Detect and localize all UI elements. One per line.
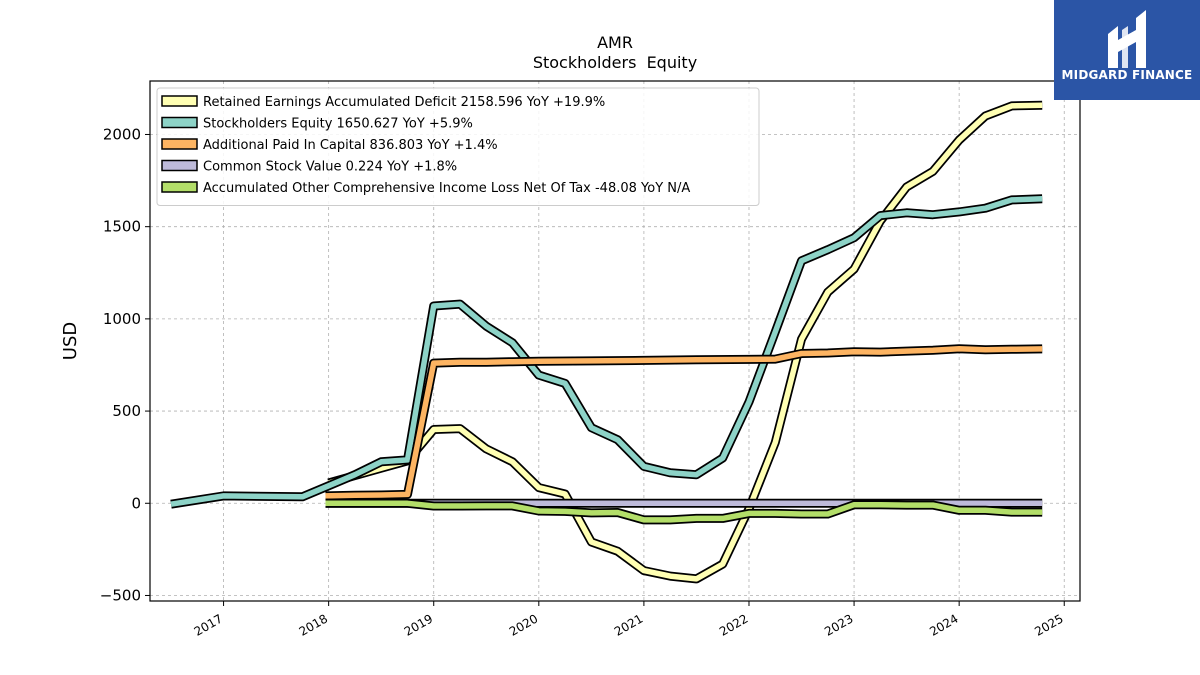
series-line <box>170 196 1043 507</box>
y-tick-label: 1000 <box>103 310 141 328</box>
legend-swatch <box>161 138 198 150</box>
legend-swatch <box>161 159 198 172</box>
y-axis-label: USD <box>60 322 81 360</box>
x-tick-label: 2025 <box>1032 611 1065 638</box>
chart-title: AMR <box>597 33 633 52</box>
legend-label: Additional Paid In Capital 836.803 YoY +… <box>203 138 498 153</box>
logo-mark-icon <box>1108 10 1146 68</box>
plot-frame <box>149 80 1081 602</box>
chart-subtitle: Stockholders Equity <box>533 53 697 72</box>
x-tick-label: 2017 <box>192 611 225 638</box>
brand-logo: MIDGARD FINANCE <box>1054 0 1200 100</box>
y-tick-label: 1500 <box>103 218 141 236</box>
legend-box <box>156 87 760 206</box>
x-tick-label: 2020 <box>507 611 540 638</box>
series-0 <box>327 100 1043 584</box>
y-tick-label: 0 <box>131 494 141 512</box>
y-tick-label: 500 <box>112 402 141 420</box>
series-2 <box>325 344 1043 501</box>
x-tick-label: 2018 <box>297 611 330 638</box>
x-tick-label: 2019 <box>402 611 435 638</box>
legend-swatch <box>161 181 198 193</box>
legend-swatch <box>161 95 198 107</box>
legend-label: Accumulated Other Comprehensive Income L… <box>203 181 690 196</box>
series-line <box>327 102 1043 582</box>
series-line <box>325 345 1043 499</box>
x-tick-label: 2022 <box>717 611 750 638</box>
x-tick-label: 2023 <box>822 611 855 638</box>
series-layer <box>170 100 1043 584</box>
legend-label: Retained Earnings Accumulated Deficit 21… <box>203 95 605 110</box>
y-tick-label: −500 <box>100 586 141 604</box>
series-line <box>325 500 1043 523</box>
x-tick-label: 2021 <box>612 611 645 638</box>
x-tick-label: 2024 <box>927 611 960 638</box>
series-4 <box>325 498 1043 525</box>
legend-swatch <box>161 116 198 129</box>
series-1 <box>170 194 1043 509</box>
legend: Retained Earnings Accumulated Deficit 21… <box>156 87 760 206</box>
legend-label: Common Stock Value 0.224 YoY +1.8% <box>203 160 457 175</box>
y-tick-label: 2000 <box>103 125 141 143</box>
legend-label: Stockholders Equity 1650.627 YoY +5.9% <box>203 117 473 132</box>
logo-text: MIDGARD FINANCE <box>1061 68 1193 82</box>
